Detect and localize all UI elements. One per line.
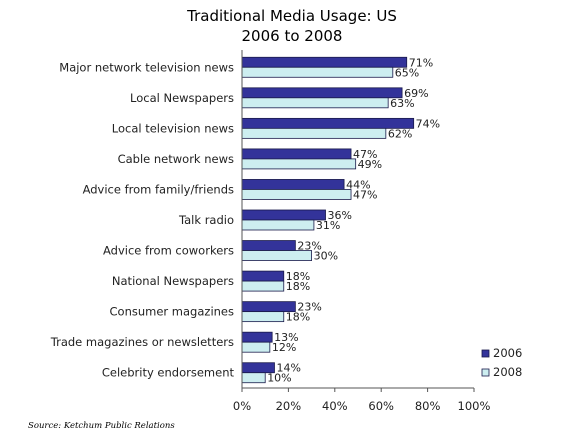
legend-swatch-2008 bbox=[481, 368, 490, 377]
category-label: Advice from family/friends bbox=[83, 182, 234, 196]
bar-2008 bbox=[241, 372, 266, 384]
bar-2006 bbox=[241, 87, 403, 99]
chart-title-line-2: 2006 to 2008 bbox=[242, 27, 343, 45]
bar-2006 bbox=[241, 240, 296, 251]
x-tick-label: 0% bbox=[233, 399, 251, 413]
data-label: 44% bbox=[346, 178, 370, 191]
bar-2006 bbox=[241, 270, 285, 282]
bar-2006 bbox=[241, 331, 273, 343]
data-label: 14% bbox=[276, 362, 300, 375]
chart-title-line-1: Traditional Media Usage: US bbox=[186, 7, 397, 25]
category-label: Major network television news bbox=[59, 60, 234, 74]
bar-2008 bbox=[241, 158, 357, 170]
data-label: 47% bbox=[353, 148, 377, 161]
bar-2008 bbox=[241, 97, 389, 109]
legend-swatch-2006 bbox=[481, 349, 490, 358]
source-note: Source: Ketchum Public Relations bbox=[28, 421, 175, 431]
category-label: Talk radio bbox=[178, 213, 234, 227]
legend: 2006 2008 bbox=[481, 346, 522, 379]
data-label: 18% bbox=[286, 311, 310, 324]
data-label: 31% bbox=[316, 219, 340, 232]
x-tick-label: 80% bbox=[415, 399, 441, 413]
category-label: Local Newspapers bbox=[130, 91, 234, 105]
bar-2008 bbox=[241, 341, 271, 353]
data-label: 47% bbox=[353, 188, 377, 201]
data-label: 36% bbox=[328, 209, 352, 222]
x-tick-label: 20% bbox=[276, 399, 302, 413]
bar-2008 bbox=[241, 66, 394, 78]
x-axis: 0% 20% 40% 60% 80% 100% bbox=[233, 50, 491, 413]
x-tick-label: 100% bbox=[458, 399, 491, 413]
data-label: 18% bbox=[286, 280, 310, 293]
category-label: Consumer magazines bbox=[110, 305, 234, 319]
bar-2008 bbox=[241, 250, 312, 261]
x-tick-label: 40% bbox=[322, 399, 348, 413]
data-label: 74% bbox=[416, 117, 440, 130]
data-label: 62% bbox=[388, 127, 412, 140]
bar-area: Major network television news 71%65% Local… bbox=[50, 56, 440, 384]
x-tick-label: 60% bbox=[368, 399, 394, 413]
data-label: 30% bbox=[314, 250, 338, 263]
legend-label: 2008 bbox=[493, 365, 522, 379]
bar-2008 bbox=[241, 311, 285, 323]
category-label: Local television news bbox=[112, 121, 234, 135]
data-label: 10% bbox=[267, 372, 291, 385]
data-label: 71% bbox=[409, 56, 433, 69]
category-label: Trade magazines or newsletters bbox=[50, 335, 234, 349]
category-label: National Newspapers bbox=[112, 274, 234, 288]
category-label: Celebrity endorsement bbox=[102, 366, 235, 380]
bar-2008 bbox=[241, 189, 352, 200]
data-label: 69% bbox=[404, 87, 428, 100]
data-label: 12% bbox=[272, 341, 296, 354]
bar-2006 bbox=[241, 56, 408, 68]
bar-2006 bbox=[241, 148, 352, 160]
bar-2008 bbox=[241, 127, 387, 139]
category-label: Advice from coworkers bbox=[103, 244, 234, 258]
bar-2006 bbox=[241, 179, 345, 190]
category-label: Cable network news bbox=[118, 152, 234, 166]
bar-2008 bbox=[241, 280, 285, 292]
bar-2008 bbox=[241, 219, 315, 231]
data-label: 65% bbox=[395, 66, 419, 79]
data-label: 23% bbox=[297, 240, 321, 253]
data-label: 49% bbox=[358, 158, 382, 171]
data-label: 18% bbox=[286, 270, 310, 283]
data-label: 13% bbox=[274, 331, 298, 344]
bar-2006 bbox=[241, 209, 326, 221]
legend-label: 2006 bbox=[493, 346, 522, 360]
data-label: 23% bbox=[297, 301, 321, 314]
data-label: 63% bbox=[390, 97, 414, 110]
